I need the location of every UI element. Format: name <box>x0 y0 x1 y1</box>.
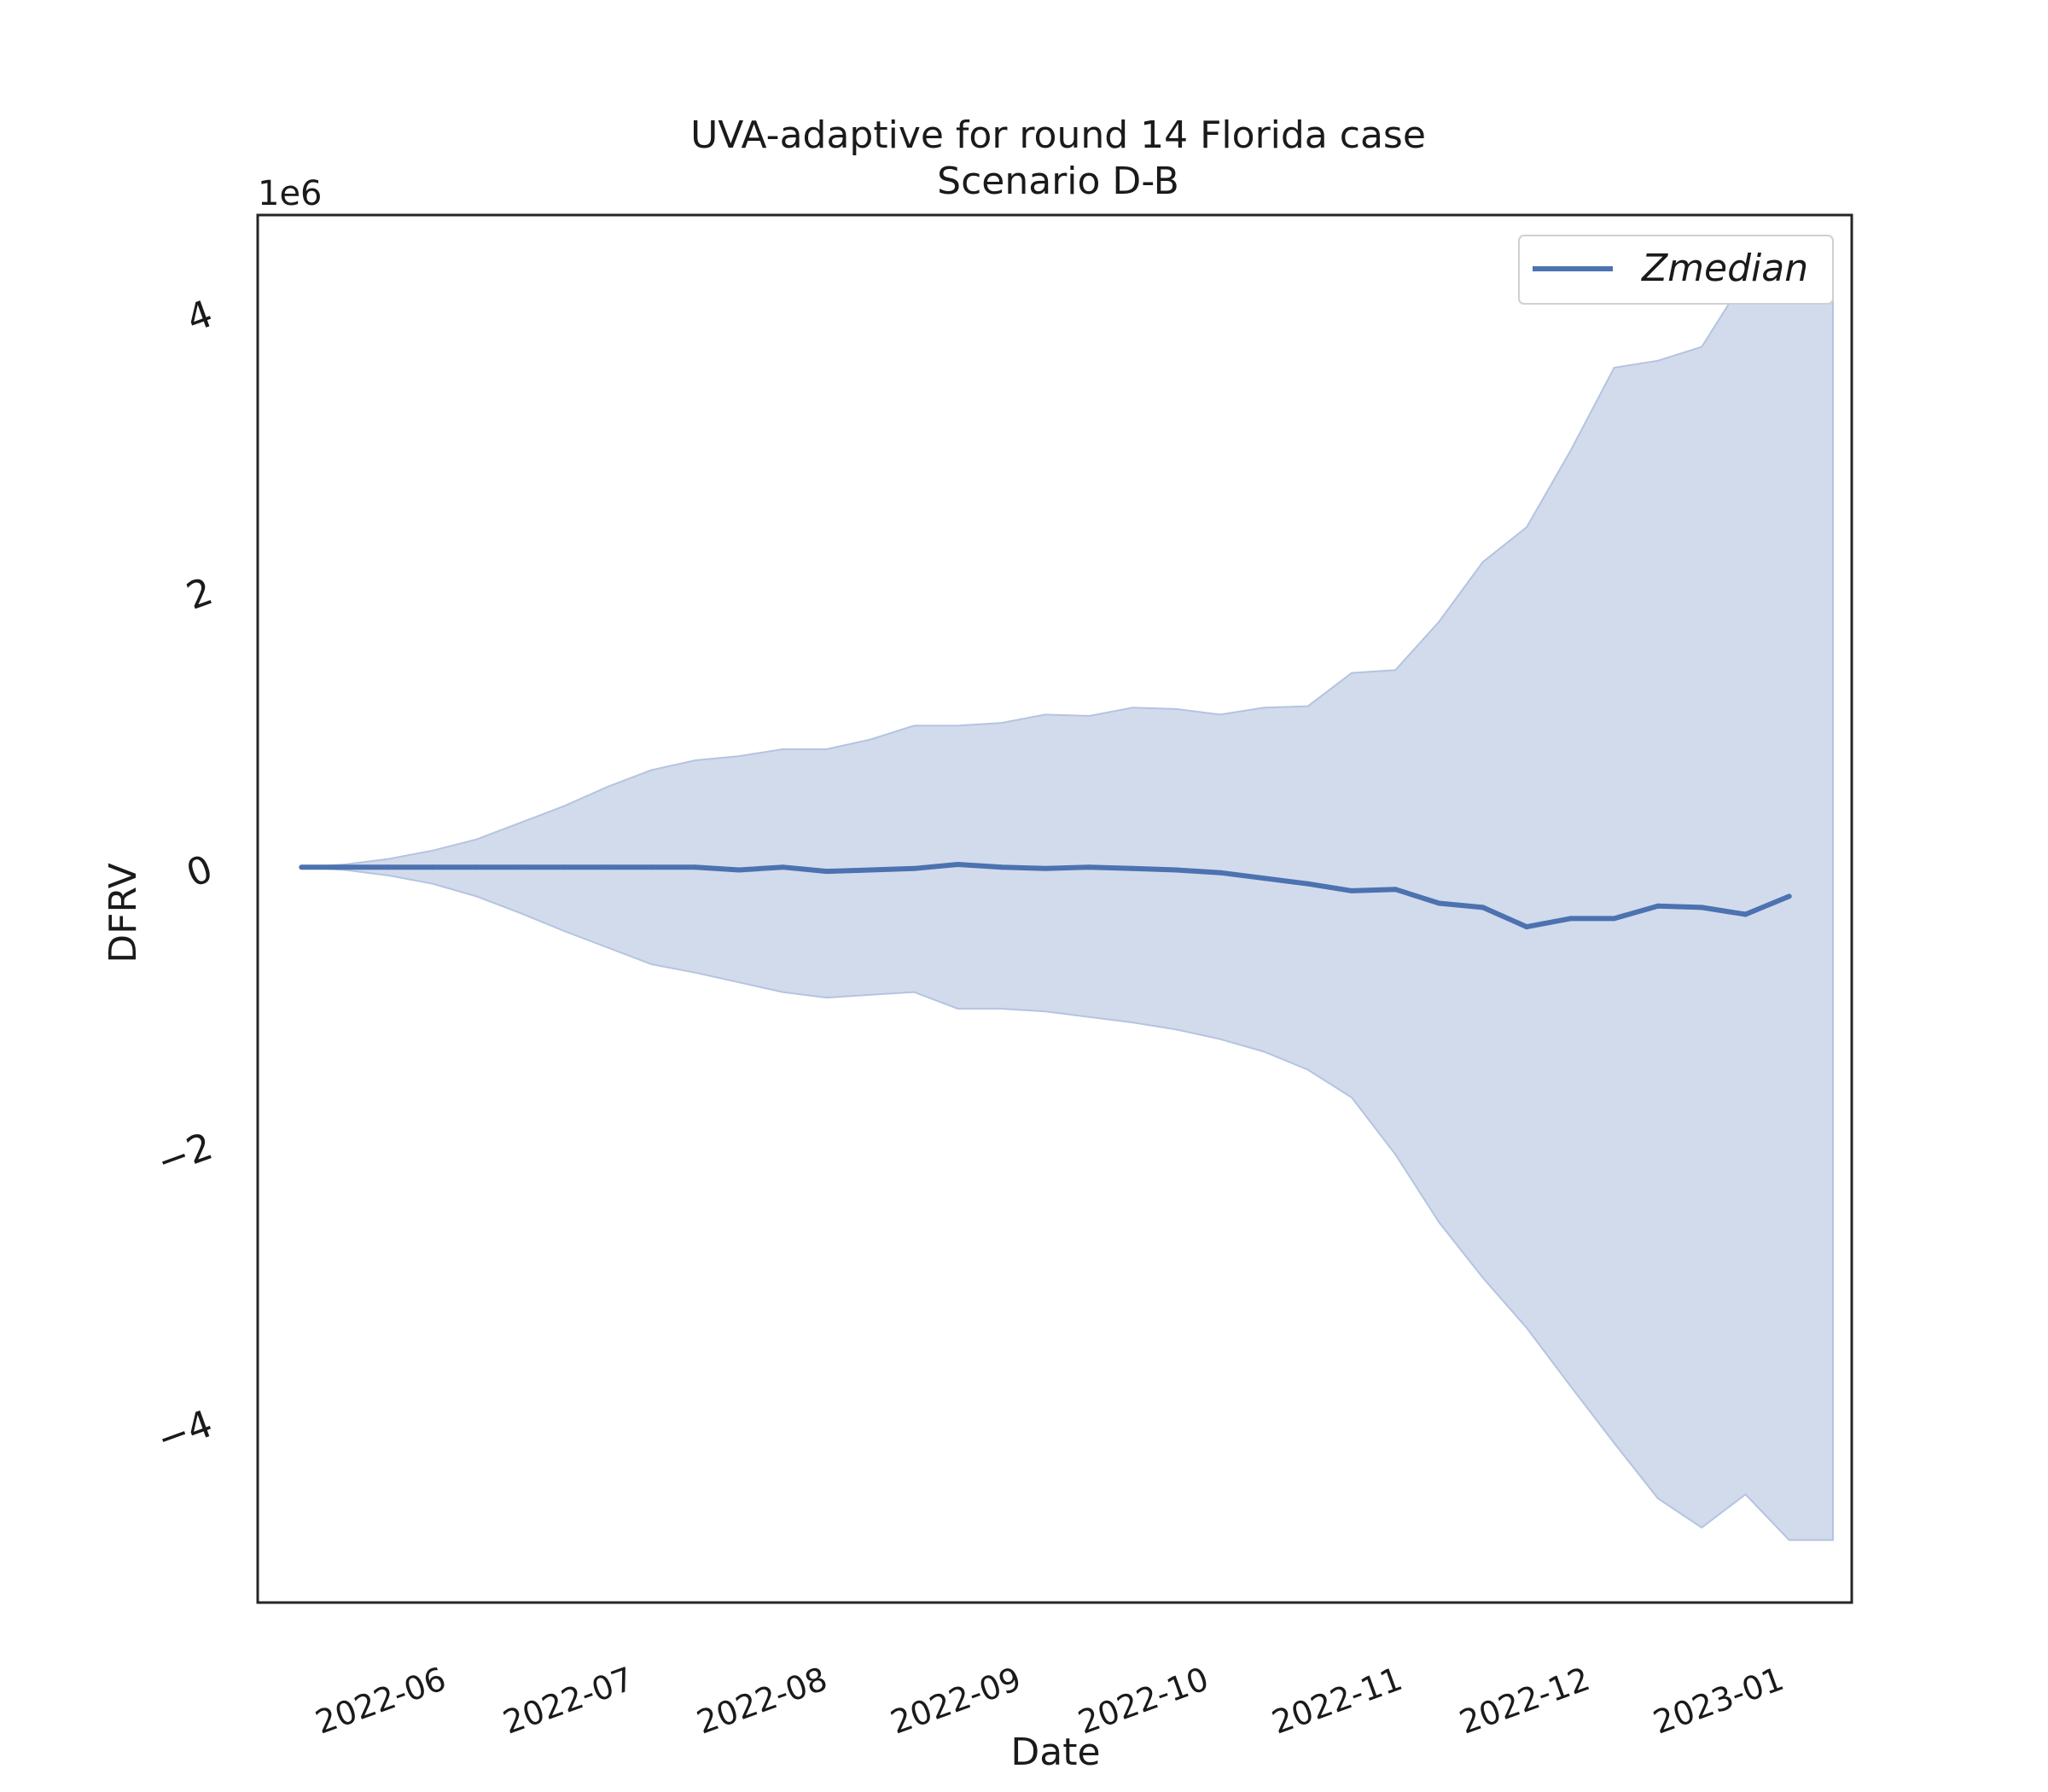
x-axis-label: Date <box>1010 1731 1100 1774</box>
data-point-zmedian <box>1261 876 1267 881</box>
x-tick-label: 2023-01 <box>1649 1660 1789 1742</box>
y-tick-label: 0 <box>181 847 218 897</box>
data-point-zmedian <box>561 864 567 870</box>
data-point-zmedian <box>1393 887 1399 893</box>
x-tick-label: 2022-06 <box>311 1660 451 1742</box>
x-tick-label: 2022-09 <box>886 1660 1026 1742</box>
chart-subtitle: Scenario D-B <box>937 160 1179 203</box>
y-tick-label: −4 <box>151 1402 218 1462</box>
data-point-zmedian <box>1480 905 1486 911</box>
legend-box <box>1518 235 1834 305</box>
x-tick-label: 2022-11 <box>1267 1660 1407 1742</box>
data-point-zmedian <box>474 864 480 870</box>
data-point-zmedian <box>299 864 305 870</box>
data-point-zmedian <box>430 864 436 870</box>
data-point-zmedian <box>342 864 348 870</box>
data-point-zmedian <box>823 869 829 875</box>
data-point-zmedian <box>1130 865 1136 871</box>
data-point-zmedian <box>1568 916 1574 922</box>
data-point-zmedian <box>1349 887 1354 893</box>
data-point-zmedian <box>1436 900 1442 906</box>
chart-title: UVA-adaptive for round 14 Florida case <box>690 113 1426 157</box>
x-tick-label: 2022-12 <box>1455 1660 1595 1742</box>
plot-area <box>299 255 1834 1541</box>
y-tick-label: 2 <box>181 569 218 619</box>
data-point-zmedian <box>1699 905 1705 911</box>
data-point-zmedian <box>649 864 655 870</box>
x-axis-ticks: 2022-06 2022-07 2022-08 2022-09 2022-10 2022-… <box>311 1660 1789 1742</box>
data-point-zmedian <box>517 864 523 870</box>
data-point-zmedian <box>1043 865 1048 871</box>
data-point-zmedian <box>780 864 786 870</box>
data-point-zmedian <box>1655 903 1661 909</box>
data-point-zmedian <box>1743 911 1748 917</box>
x-tick-label: 2022-07 <box>498 1660 638 1742</box>
legend-label-zmedian: Zmedian <box>1641 247 1808 290</box>
data-points <box>299 862 1792 930</box>
plot-frame <box>256 213 1853 1604</box>
data-point-zmedian <box>1611 916 1617 922</box>
data-point-zmedian <box>867 867 873 873</box>
data-point-zmedian <box>1173 867 1179 873</box>
y-tick-label: −2 <box>151 1125 218 1184</box>
data-point-zmedian <box>911 865 917 871</box>
data-point-zmedian <box>998 864 1004 870</box>
x-tick-label: 2022-10 <box>1073 1660 1213 1742</box>
data-point-zmedian <box>1786 893 1792 899</box>
y-tick-label: 4 <box>181 292 218 341</box>
data-point-zmedian <box>1218 870 1224 876</box>
data-point-zmedian <box>1305 881 1311 887</box>
y-axis-ticks: −4 −2 0 2 4 <box>151 292 218 1462</box>
data-point-zmedian <box>736 867 742 873</box>
legend: Zmedian <box>1518 235 1834 305</box>
uncertainty-band <box>301 255 1834 1541</box>
data-point-zmedian <box>692 864 698 870</box>
data-point-zmedian <box>605 864 611 870</box>
data-point-zmedian <box>1524 924 1530 930</box>
data-point-zmedian <box>386 864 392 870</box>
x-tick-label: 2022-08 <box>692 1660 832 1742</box>
data-point-zmedian <box>1086 864 1092 870</box>
y-axis-label: DFRV <box>102 863 145 963</box>
y-offset-label: 1e6 <box>258 174 323 213</box>
data-point-zmedian <box>955 862 961 867</box>
